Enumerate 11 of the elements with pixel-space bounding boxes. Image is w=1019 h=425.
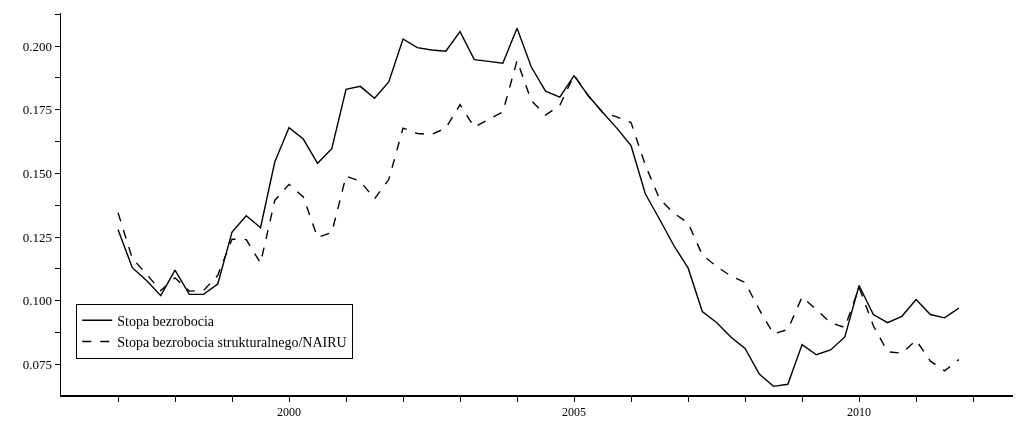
x-tick-label: 2000 — [277, 404, 302, 419]
y-tick-label: 0.125 — [22, 229, 52, 245]
y-tick-label: 0.200 — [22, 38, 52, 54]
legend-label: Stopa bezrobocia strukturalnego/NAIRU — [117, 334, 347, 350]
y-tick-label: 0.175 — [22, 102, 52, 118]
y-tick-label: 0.100 — [22, 293, 52, 309]
legend-label: Stopa bezrobocia — [117, 313, 215, 329]
y-tick-label: 0.150 — [22, 165, 52, 181]
x-tick-label: 2010 — [847, 404, 872, 419]
x-tick-label: 2005 — [562, 404, 587, 419]
y-tick-label: 0.075 — [22, 356, 52, 372]
